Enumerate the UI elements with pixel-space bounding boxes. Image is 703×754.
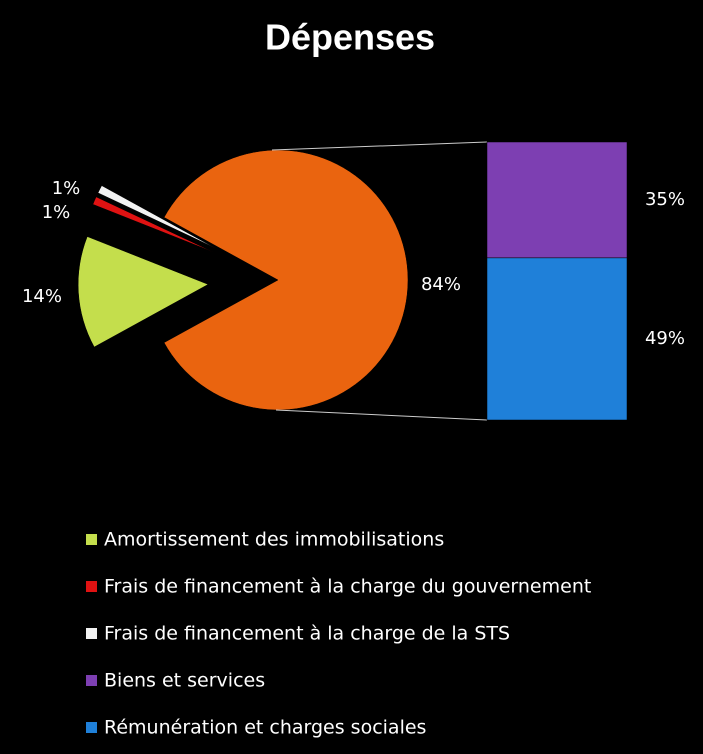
data-label: 84% [421,274,461,295]
legend-swatch [86,722,97,733]
data-label: 49% [645,328,685,349]
legend-label: Amortissement des immobilisations [104,529,444,551]
chart-title: Dépenses [265,17,435,58]
connector [275,409,488,421]
pie-slice [77,236,209,348]
data-label: 35% [645,189,685,210]
legend-swatch [86,628,97,639]
connector [271,141,488,151]
legend-label: Rémunération et charges sociales [104,717,426,739]
data-label: 1% [42,202,71,223]
legend-label: Frais de financement à la charge de la S… [104,623,510,645]
pie-slice [92,196,214,253]
pie-slice [97,185,216,249]
data-label: 1% [52,178,81,199]
data-label: 14% [22,286,62,307]
legend-swatch [86,581,97,592]
pie-slice [163,149,409,411]
legend-swatch [86,675,97,686]
bar-segment [486,257,628,421]
bar-segment [486,141,628,259]
legend-swatch [86,534,97,545]
legend-label: Frais de financement à la charge du gouv… [104,576,591,598]
legend-label: Biens et services [104,670,265,692]
